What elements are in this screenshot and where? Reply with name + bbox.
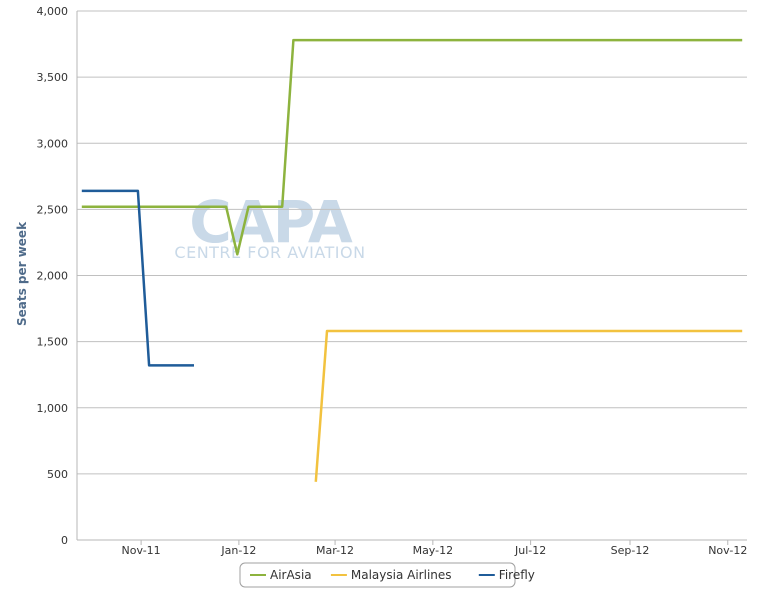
legend-item-airasia[interactable]: AirAsia [250,568,312,582]
x-tick-label: Sep-12 [611,544,650,557]
y-tick-label: 1,000 [37,402,69,415]
series-line-malaysia-airlines[interactable] [314,329,743,482]
y-tick-label: 2,000 [37,270,69,283]
x-tick-label: May-12 [413,544,454,557]
watermark-sub-text: CENTRE FOR AVIATION [174,243,365,262]
x-tick-label: Nov-11 [122,544,161,557]
legend-box [239,562,516,588]
axes: 0 500 1,000 1,500 2,000 2,500 3,000 3,500 4,000 N… [37,5,748,557]
legend-item-firefly[interactable]: Firefly [478,568,535,582]
y-tick-label: 4,000 [37,5,69,18]
plot-series [81,38,743,482]
legend[interactable]: AirAsia Malaysia Airlines Firefly [239,562,535,588]
y-tick-label: 0 [61,534,68,547]
legend-item-malaysia-airlines[interactable]: Malaysia Airlines [330,568,452,582]
y-tick-label: 3,000 [37,137,69,150]
legend-label: AirAsia [270,568,312,582]
y-tick-label: 3,500 [37,71,69,84]
legend-label: Malaysia Airlines [351,568,452,582]
x-tick-label: Jul-12 [514,544,546,557]
x-tick-label: Jan-12 [220,544,256,557]
y-tick-label: 500 [47,468,68,481]
y-axis-title: Seats per week [15,221,29,326]
series-line-airasia[interactable] [81,38,743,256]
y-tick-label: 1,500 [37,336,69,349]
x-tick-label: Mar-12 [316,544,354,557]
y-tick-label: 2,500 [37,203,69,216]
legend-label: Firefly [499,568,535,582]
capa-watermark-logo: CAPA CENTRE FOR AVIATION [174,188,365,262]
series-line-firefly[interactable] [81,189,194,367]
watermark-main-text: CAPA [189,188,353,256]
x-tick-label: Nov-12 [708,544,747,557]
gridlines [77,10,747,475]
